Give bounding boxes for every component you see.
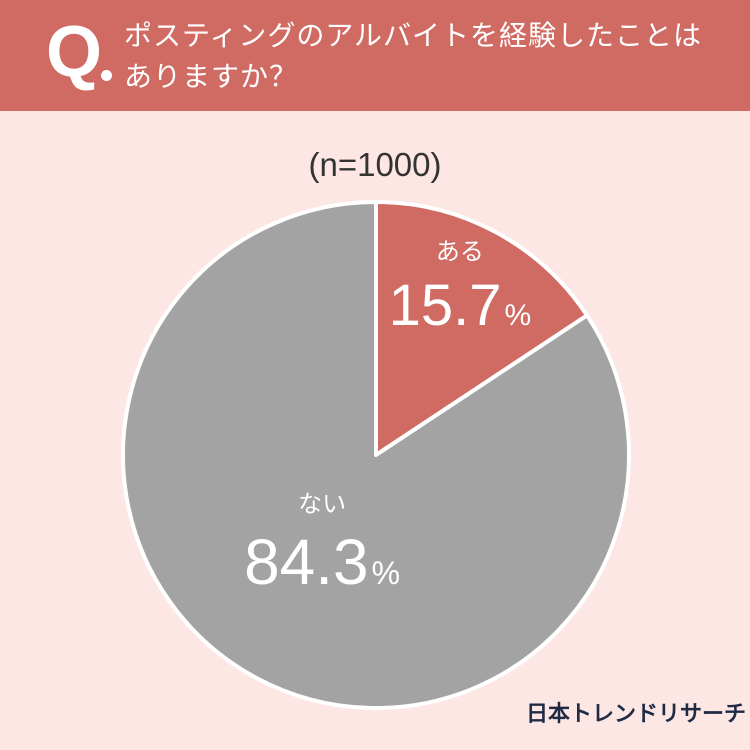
slice-value-nai: 84.3% (244, 526, 400, 598)
pie-slice-nai (121, 200, 631, 710)
pie-slice-aru (374, 200, 590, 457)
question-header: Q ポスティングのアルバイトを経験したことは ありますか？ (0, 0, 750, 111)
q-dot (101, 70, 112, 81)
question-line-1: ポスティングのアルバイトを経験したことは (124, 19, 703, 52)
question-line-2: ありますか？ (124, 60, 299, 93)
brand-logo: 日本トレンドリサーチ (526, 702, 747, 727)
sample-size-label: (n=1000) (308, 146, 442, 183)
q-mark: Q (46, 12, 103, 92)
slice-label-nai: ない (298, 490, 346, 518)
slice-label-aru: ある (436, 238, 484, 266)
pie-slices (121, 200, 631, 710)
question-text: ポスティングのアルバイトを経験したことは ありますか？ (124, 15, 724, 97)
pie-labels: ある 15.7 % ない 84.3% (244, 238, 531, 599)
slice-value-aru: 15.7% (389, 273, 532, 338)
